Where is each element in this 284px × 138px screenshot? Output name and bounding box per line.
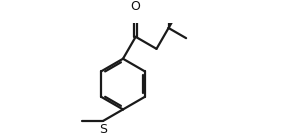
Text: O: O: [131, 0, 141, 13]
Text: S: S: [99, 123, 107, 136]
